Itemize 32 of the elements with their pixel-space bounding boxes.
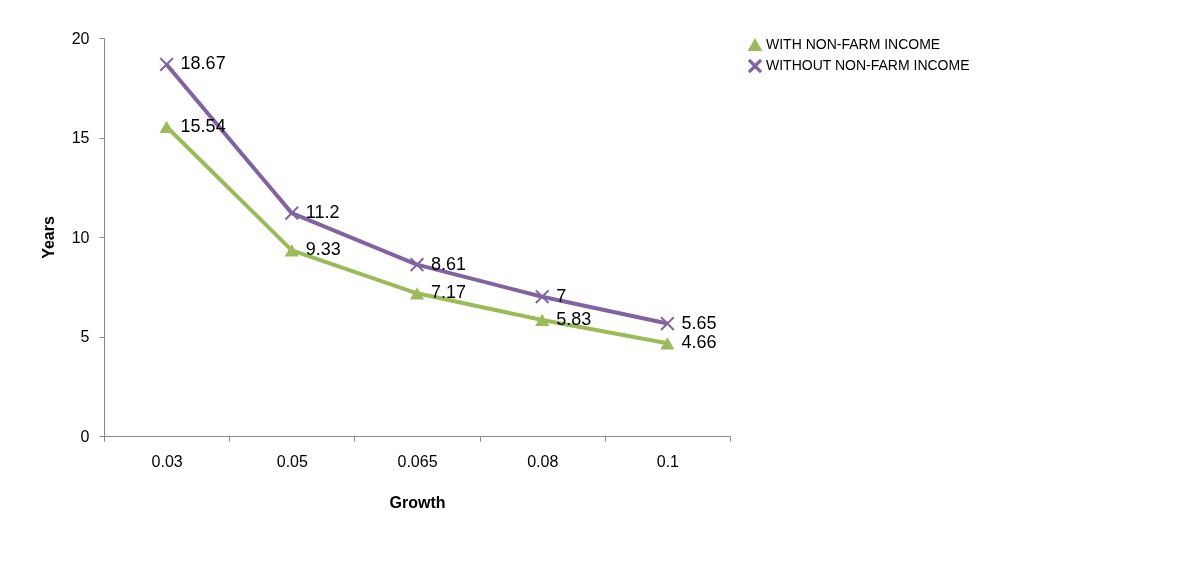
data-label: 4.66 xyxy=(681,332,717,353)
data-label: 18.67 xyxy=(180,53,226,74)
data-label: 11.2 xyxy=(305,202,340,223)
x-axis-title: Growth xyxy=(389,493,446,511)
point xyxy=(660,337,675,350)
y-tick-label: 10 xyxy=(71,228,90,246)
point xyxy=(409,257,425,272)
point xyxy=(409,287,425,300)
point xyxy=(284,206,299,221)
y-tick-label: 15 xyxy=(71,129,90,146)
point xyxy=(535,289,550,304)
legend-label: WITH NON-FARM INCOME xyxy=(766,36,941,52)
y-axis-title: Years xyxy=(39,216,57,259)
point xyxy=(159,120,174,133)
y-tick-label: 0 xyxy=(80,427,90,445)
legend-label: WITHOUT NON-FARM INCOME xyxy=(766,57,970,73)
data-label: 8.61 xyxy=(431,253,467,274)
data-label: 9.33 xyxy=(305,239,341,260)
x-tick-label: 0.05 xyxy=(276,452,308,470)
data-label: 5.83 xyxy=(556,308,592,329)
point xyxy=(159,57,174,72)
point xyxy=(535,313,550,327)
data-label: 5.65 xyxy=(681,312,717,333)
x-tick-label: 0.03 xyxy=(151,452,183,470)
y-tick-label: 20 xyxy=(71,29,90,47)
data-label: 7.17 xyxy=(431,282,467,303)
point xyxy=(284,244,299,257)
point xyxy=(660,316,675,331)
x-tick-label: 0.1 xyxy=(656,452,680,470)
y-tick-label: 5 xyxy=(80,328,90,345)
x-tick-label: 0.08 xyxy=(527,452,559,470)
x-tick-label: 0.065 xyxy=(397,452,438,470)
